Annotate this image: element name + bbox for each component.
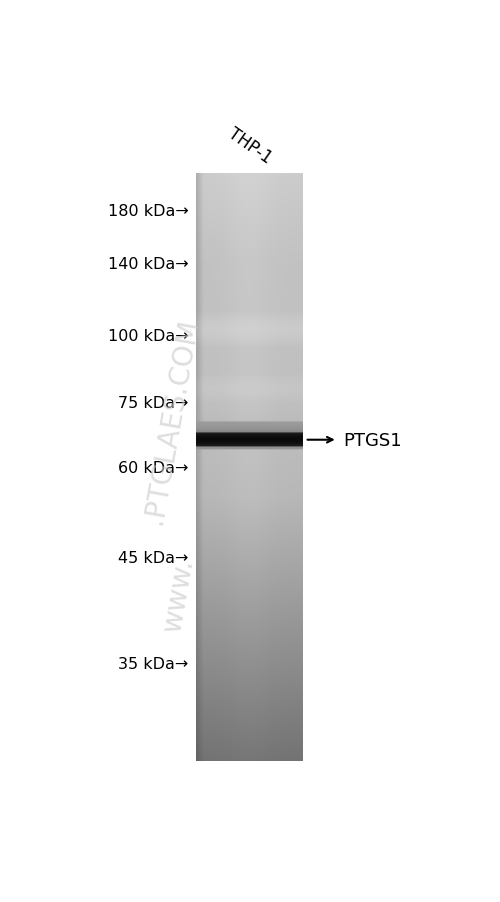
Text: 100 kDa→: 100 kDa→ [108,328,188,344]
Text: .PTGLAES.COM: .PTGLAES.COM [139,316,203,526]
Text: 60 kDa→: 60 kDa→ [118,461,188,475]
Text: 140 kDa→: 140 kDa→ [108,257,188,272]
Text: 75 kDa→: 75 kDa→ [118,396,188,411]
Text: 35 kDa→: 35 kDa→ [118,657,188,671]
Text: PTGS1: PTGS1 [344,431,402,449]
Text: www.: www. [158,556,199,633]
Text: 180 kDa→: 180 kDa→ [108,204,188,218]
Text: THP-1: THP-1 [224,124,275,167]
Text: 45 kDa→: 45 kDa→ [118,551,188,566]
